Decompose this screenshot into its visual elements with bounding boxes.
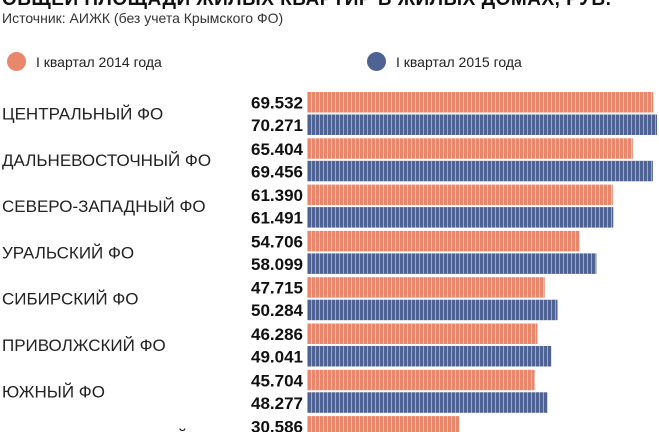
bar-2015 [307,160,653,182]
legend-dot-2014 [7,52,26,71]
bar-2014 [307,184,613,206]
bar-2014 [307,323,538,344]
region-label: СЕВЕРО-КАВКАЗСКИЙ ФО [2,429,219,432]
value-label-2014: 30.586 [251,418,303,432]
legend-label-2014: I квартал 2014 года [36,53,162,70]
legend-dot-2015 [367,52,386,71]
region-label: СИБИРСКИЙ ФО [2,290,139,309]
bar-2015 [307,207,614,228]
value-label-2015: 69.456 [251,162,303,181]
legend-item-2015: I квартал 2015 года [367,52,522,71]
region-label: ПРИВОЛЖСКИЙ ФО [2,336,166,355]
value-label-2015: 58.099 [251,255,303,274]
value-label-2014: 47.715 [251,279,303,298]
region-label: ЦЕНТРАЛЬНЫЙ ФО [2,105,163,124]
chart-source: Источник: АИЖК (без учета Крымского ФО) [2,10,284,26]
legend-item-2014: I квартал 2014 года [7,52,162,71]
bar-2014 [307,230,580,252]
value-label-2014: 54.706 [251,232,303,251]
bar-2014 [307,369,535,391]
bar-2015 [307,392,548,413]
bar-2014 [307,92,654,113]
bar-2014 [307,138,633,159]
value-label-2015: 48.277 [251,394,303,413]
value-label-2014: 69.532 [251,94,303,113]
region-label: СЕВЕРО-ЗАПАДНЫЙ ФО [2,197,206,216]
chart-title: ОБЩЕЙ ПЛОЩАДИ ЖИЛЫХ КВАРТИР В ЖИЛЫХ ДОМА… [2,0,611,11]
legend-label-2015: I квартал 2015 года [396,53,522,70]
value-label-2014: 65.404 [251,140,304,159]
region-label: ЮЖНЫЙ ФО [2,382,105,401]
value-label-2014: 46.286 [251,325,303,344]
bar-2015 [307,253,597,274]
bar-2014 [307,416,460,432]
bar-2015 [307,299,558,321]
value-label-2015: 49.041 [251,348,303,367]
region-label: УРАЛЬСКИЙ ФО [2,243,134,262]
bar-2015 [307,114,657,135]
bar-2014 [307,277,545,298]
value-label-2015: 61.491 [251,209,303,228]
region-label: ДАЛЬНЕВОСТОЧНЫЙ ФО [2,151,211,170]
bar-2015 [307,346,552,367]
value-label-2014: 61.390 [251,186,303,205]
value-label-2014: 45.704 [251,371,304,390]
value-label-2015: 70.271 [251,116,303,135]
value-label-2015: 50.284 [251,301,304,320]
